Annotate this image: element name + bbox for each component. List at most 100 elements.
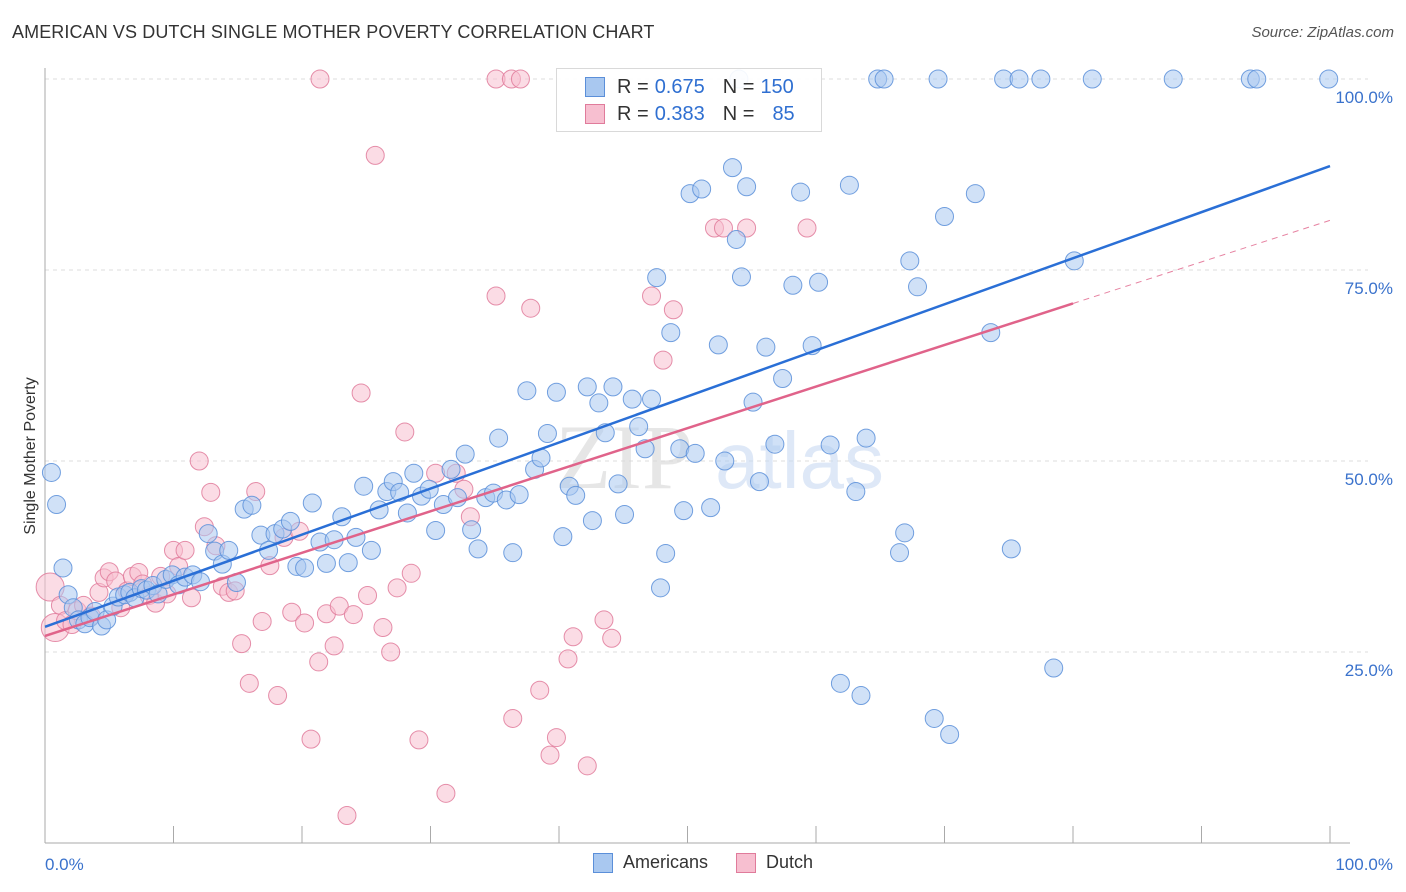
american-point	[566, 485, 586, 505]
legend-item-americans[interactable]: Americans	[592, 852, 708, 873]
dutch-point	[175, 540, 195, 560]
american-point	[701, 498, 721, 518]
y-axis-label: Single Mother Poverty	[22, 377, 39, 534]
r-value: 0.383	[654, 102, 705, 125]
american-point	[765, 434, 785, 454]
american-point	[737, 177, 757, 197]
x-tick-label: 0.0%	[45, 855, 84, 874]
american-point	[489, 428, 509, 448]
american-point	[846, 482, 866, 502]
american-point	[685, 443, 705, 463]
american-point	[603, 377, 623, 397]
american-point	[773, 368, 793, 388]
american-point	[908, 277, 928, 297]
american-point	[47, 495, 67, 515]
dutch-point	[381, 642, 401, 662]
american-point	[839, 175, 859, 195]
american-point	[647, 268, 667, 288]
american-point	[615, 504, 635, 524]
source-label: Source: ZipAtlas.com	[1251, 24, 1394, 41]
stats-row-americans: R = 0.675 N = 150	[585, 74, 794, 100]
american-point	[642, 389, 662, 409]
n-label: N =	[722, 75, 755, 98]
american-point	[537, 423, 557, 443]
american-point	[338, 553, 358, 573]
dutch-point	[201, 482, 221, 502]
american-point	[546, 382, 566, 402]
dutch-point	[373, 618, 393, 638]
american-point	[722, 158, 742, 178]
american-point	[198, 524, 218, 544]
dutch-point	[546, 728, 566, 748]
dutch-point	[282, 602, 302, 622]
american-point	[731, 267, 751, 287]
american-point	[651, 578, 671, 598]
american-point	[783, 275, 803, 295]
y-tick-label: 50.0%	[1345, 470, 1393, 489]
american-point	[830, 673, 850, 693]
american-point	[608, 474, 628, 494]
dutch-point	[521, 298, 541, 318]
dutch-point	[401, 563, 421, 583]
american-point	[851, 686, 871, 706]
dutch-point	[351, 383, 371, 403]
american-point	[656, 543, 676, 563]
dutch-point	[310, 69, 330, 89]
american-point	[426, 521, 446, 541]
american-point	[582, 511, 602, 531]
american-point	[589, 393, 609, 413]
american-point	[661, 323, 681, 343]
r-label: R =	[617, 102, 649, 125]
legend-label: Dutch	[766, 852, 814, 872]
american-point	[295, 558, 315, 578]
dutch-point	[189, 451, 209, 471]
dutch-point	[409, 730, 429, 750]
american-point	[509, 485, 529, 505]
stats-box: R = 0.675 N = 150 R = 0.383 N = 85	[556, 68, 822, 132]
american-point	[791, 182, 811, 202]
americans-legend-swatch	[592, 852, 613, 873]
american-point	[1163, 69, 1183, 89]
legend: Americans Dutch	[0, 852, 1406, 873]
dutch-point	[268, 686, 288, 706]
american-point	[928, 69, 948, 89]
dutch-point	[358, 585, 378, 605]
dutch-trend-extension	[1072, 219, 1331, 304]
dutch-point	[663, 300, 683, 320]
y-tick-label: 25.0%	[1345, 661, 1393, 680]
american-point	[874, 69, 894, 89]
american-point	[674, 501, 694, 521]
american-point	[219, 540, 239, 560]
tick-labels: 25.0% 50.0% 75.0% 100.0% 0.0% 100.0%	[45, 88, 1393, 874]
american-point	[756, 337, 776, 357]
n-label: N =	[722, 102, 755, 125]
american-point	[809, 272, 829, 292]
dutch-point	[301, 729, 321, 749]
american-trend-line	[44, 164, 1331, 628]
dutch-point	[343, 605, 363, 625]
american-point	[708, 335, 728, 355]
american-point	[462, 520, 482, 540]
american-point	[890, 543, 910, 563]
american-point	[455, 444, 475, 464]
american-point	[1082, 69, 1102, 89]
american-point	[935, 207, 954, 227]
american-point	[715, 451, 735, 471]
american-point	[1031, 69, 1051, 89]
american-point	[41, 462, 61, 482]
american-point	[692, 179, 712, 199]
dutch-point	[594, 610, 614, 630]
legend-item-dutch[interactable]: Dutch	[736, 852, 813, 873]
dutch-point	[642, 286, 662, 306]
american-point	[900, 251, 920, 271]
american-point	[820, 435, 840, 455]
dutch-point	[577, 756, 597, 776]
american-point	[361, 540, 381, 560]
american-point	[726, 229, 746, 249]
dutch-point	[239, 673, 259, 693]
dutch-point	[530, 680, 550, 700]
legend-label: Americans	[622, 852, 708, 872]
american-point	[629, 417, 649, 437]
dutch-legend-swatch	[736, 852, 756, 873]
